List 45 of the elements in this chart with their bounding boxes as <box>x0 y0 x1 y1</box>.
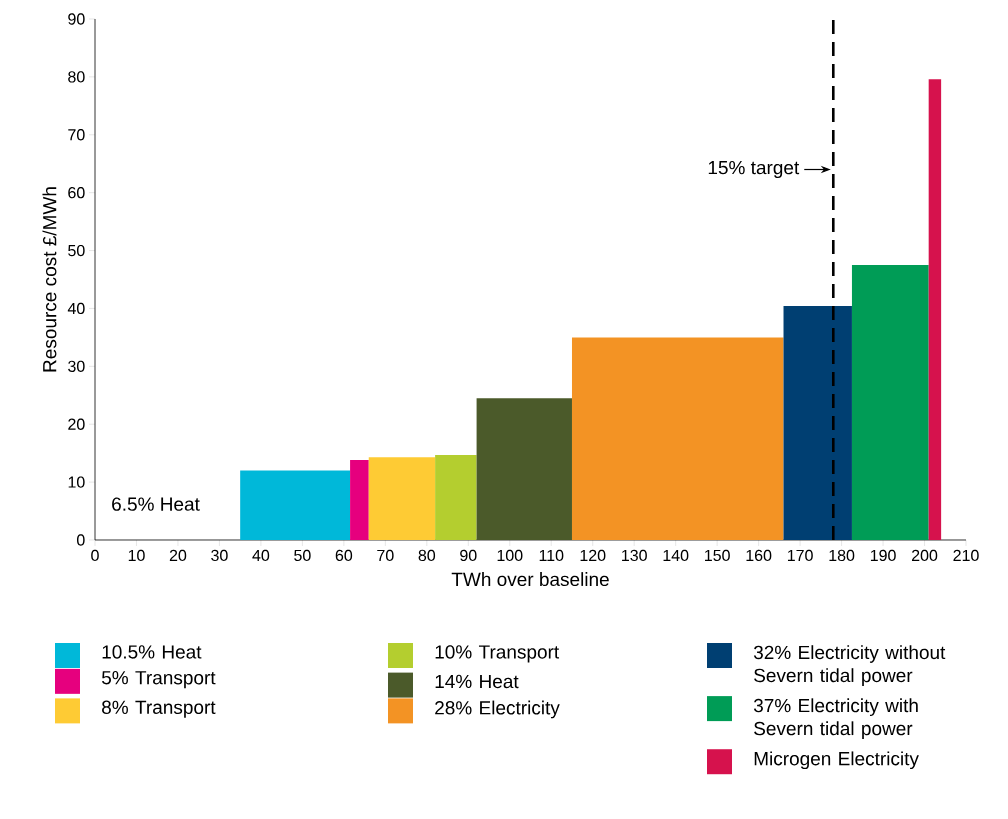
y-tick-label: 10 <box>68 476 85 488</box>
x-tick-label: 100 <box>497 549 523 562</box>
y-tick-label: 90 <box>68 13 85 25</box>
legend-label: 10.5% Heat <box>102 645 202 659</box>
x-axis-title: TWh over baseline <box>451 572 609 587</box>
y-tick-label: 20 <box>68 418 85 430</box>
legend-label: 32% Electricity without Severn tidal power <box>753 645 946 686</box>
y-tick-label: 0 <box>77 534 85 546</box>
x-tick-label: 50 <box>294 549 311 562</box>
x-tick-label: 120 <box>580 549 606 562</box>
annotation: 6.5% Heat <box>112 497 200 511</box>
legend-label: 28% Electricity <box>435 700 560 719</box>
legend-label: Microgen Electricity <box>754 751 919 770</box>
legend-label: 10% Transport <box>435 645 560 663</box>
x-tick-label: 190 <box>870 549 896 562</box>
x-tick-label: 210 <box>953 549 979 562</box>
legend-label: 37% Electricity with Severn tidal power <box>753 698 918 740</box>
x-tick-label: 30 <box>211 549 228 562</box>
x-tick-label: 0 <box>91 549 99 562</box>
y-tick-label: 50 <box>68 244 85 257</box>
ref-line-label: 15% target <box>708 160 800 179</box>
x-tick-label: 60 <box>335 549 353 562</box>
x-tick-label: 110 <box>539 549 564 562</box>
x-tick-label: 20 <box>169 549 187 562</box>
x-tick-label: 40 <box>252 549 270 562</box>
y-tick-label: 80 <box>68 71 85 83</box>
y-tick-label: 40 <box>67 302 85 315</box>
x-tick-label: 170 <box>787 549 813 562</box>
legend-label: 8% Transport <box>102 700 216 718</box>
legend-label: 14% Heat <box>435 674 519 689</box>
x-tick-label: 200 <box>911 549 938 562</box>
x-tick-label: 70 <box>377 549 394 562</box>
x-tick-label: 160 <box>746 549 772 562</box>
x-tick-label: 180 <box>829 549 855 562</box>
y-tick-label: 70 <box>68 129 85 141</box>
x-tick-label: 140 <box>663 549 689 562</box>
x-tick-label: 90 <box>460 549 477 562</box>
x-tick-label: 80 <box>418 549 436 562</box>
x-tick-label: 130 <box>622 549 647 562</box>
legend-label: 5% Transport <box>101 671 216 689</box>
x-tick-label: 150 <box>705 549 730 562</box>
y-tick-label: 60 <box>68 187 85 199</box>
y-tick-label: 30 <box>68 360 85 372</box>
x-tick-label: 10 <box>128 549 145 562</box>
y-axis-title: Resource cost £/MWh <box>42 187 57 372</box>
